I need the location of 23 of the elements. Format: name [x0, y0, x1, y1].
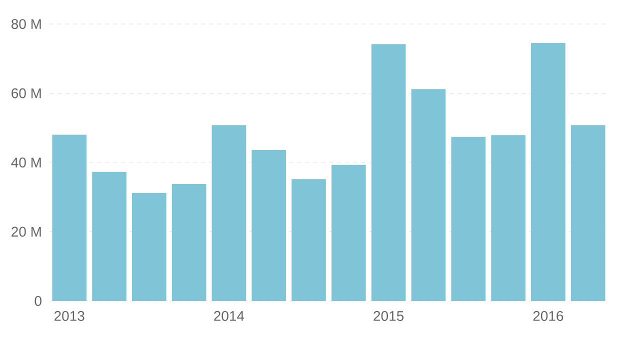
bar — [172, 184, 206, 301]
bar — [52, 134, 86, 301]
bar — [411, 89, 446, 301]
y-tick-label: 40 M — [11, 158, 41, 168]
bar — [491, 135, 526, 301]
x-tick-label: 2015 — [374, 311, 404, 321]
x-tick-label: 2016 — [533, 311, 564, 321]
bar — [570, 125, 606, 301]
bar — [92, 172, 126, 301]
y-tick-label: 0 — [34, 296, 42, 306]
bar — [451, 136, 486, 301]
y-tick-label: 20 M — [12, 226, 41, 237]
bar — [132, 192, 166, 301]
bar — [292, 179, 326, 301]
bar — [531, 43, 566, 301]
x-tick-label: 2013 — [54, 311, 84, 321]
y-tick-label: 80 M — [12, 19, 41, 29]
x-tick-label: 2014 — [214, 311, 244, 321]
bar — [332, 164, 366, 301]
bar — [212, 125, 246, 301]
bar — [371, 44, 406, 301]
bar — [252, 150, 286, 301]
y-tick-label: 60 M — [12, 88, 41, 98]
